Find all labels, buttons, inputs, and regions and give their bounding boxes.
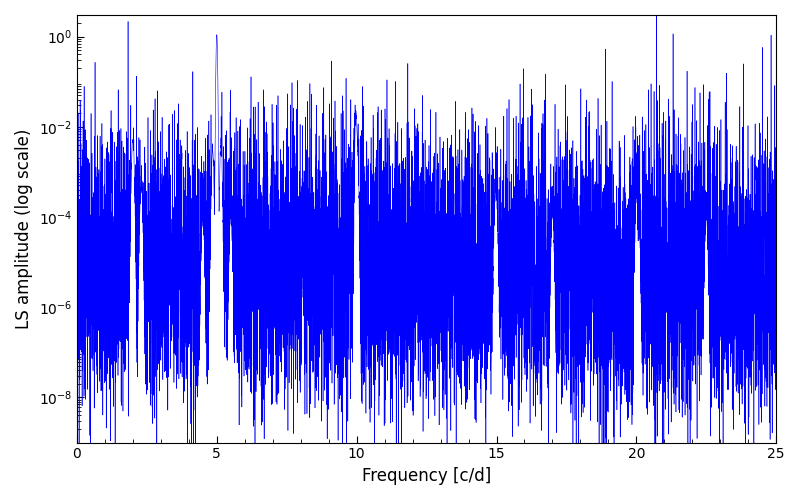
Y-axis label: LS amplitude (log scale): LS amplitude (log scale) <box>15 128 33 329</box>
X-axis label: Frequency [c/d]: Frequency [c/d] <box>362 467 491 485</box>
